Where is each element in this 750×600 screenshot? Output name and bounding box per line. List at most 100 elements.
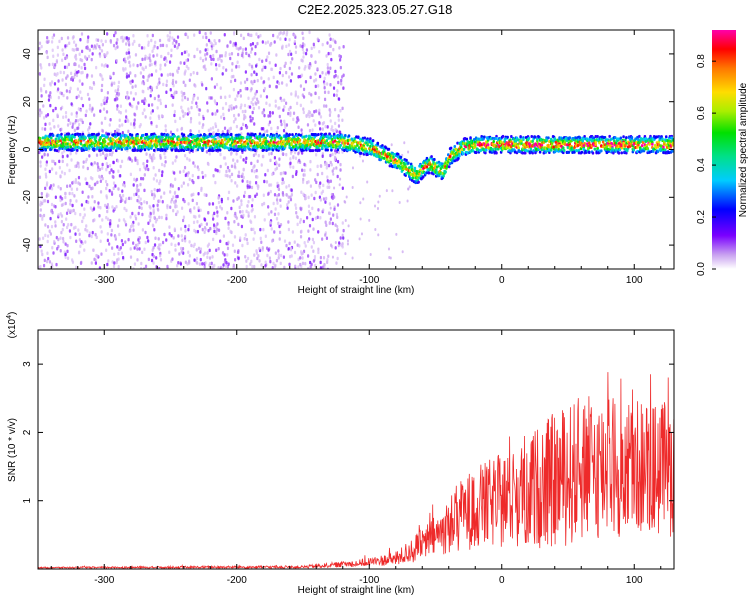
noise-point [219, 152, 222, 157]
noise-point [179, 227, 183, 231]
noise-point [169, 130, 173, 135]
noise-point [326, 70, 330, 74]
noise-point [193, 242, 196, 247]
band-point [364, 141, 367, 145]
noise-point [289, 113, 292, 117]
noise-point [329, 206, 332, 210]
band-point [227, 135, 230, 139]
noise-point [332, 38, 335, 42]
noise-point [227, 240, 230, 245]
noise-point [215, 82, 219, 87]
noise-point [308, 30, 311, 35]
noise-point [257, 35, 260, 39]
noise-point [89, 122, 92, 126]
noise-point [270, 67, 273, 72]
noise-point [141, 250, 144, 255]
noise-point [155, 69, 158, 73]
noise-point [46, 251, 49, 256]
band-point [217, 148, 220, 152]
noise-point [217, 246, 220, 251]
noise-point [261, 59, 264, 63]
noise-point [183, 165, 187, 170]
noise-point [128, 60, 131, 65]
noise-point [47, 193, 50, 197]
noise-point [236, 197, 239, 201]
noise-point [67, 222, 70, 227]
noise-point [255, 97, 259, 101]
noise-point [134, 92, 137, 96]
noise-point [72, 35, 75, 39]
noise-point [293, 240, 296, 244]
noise-point [78, 52, 81, 56]
noise-point [143, 247, 146, 251]
noise-point [236, 159, 239, 163]
noise-point [279, 37, 282, 41]
noise-point [351, 256, 354, 260]
noise-point [291, 57, 294, 61]
noise-point [255, 168, 258, 173]
noise-point [271, 239, 274, 243]
noise-point [65, 55, 69, 60]
band-point [527, 136, 531, 140]
noise-point [175, 155, 178, 159]
noise-point [39, 208, 42, 212]
noise-point [45, 160, 48, 164]
band-point [453, 145, 457, 149]
noise-point [315, 109, 318, 113]
noise-point [121, 189, 124, 193]
band-point [465, 137, 469, 141]
noise-point [274, 207, 277, 211]
noise-point [247, 200, 250, 204]
noise-point [207, 38, 211, 43]
band-point [148, 135, 151, 139]
noise-point [66, 184, 69, 189]
noise-point [131, 42, 134, 46]
noise-point [242, 36, 245, 41]
noise-point [185, 58, 188, 63]
noise-point [207, 162, 210, 167]
noise-point [129, 91, 133, 95]
noise-point [100, 74, 103, 78]
noise-point [99, 206, 102, 210]
noise-point [281, 152, 284, 156]
noise-point [125, 208, 128, 213]
noise-point [254, 152, 257, 156]
noise-point [321, 171, 324, 176]
noise-point [347, 224, 350, 228]
noise-point [157, 98, 160, 102]
noise-point [267, 212, 270, 216]
noise-point [38, 113, 42, 118]
noise-point [117, 84, 120, 89]
noise-point [241, 109, 244, 114]
noise-point [339, 65, 342, 70]
noise-point [112, 264, 116, 269]
noise-point [119, 164, 122, 169]
noise-point [201, 175, 205, 179]
band-point [123, 143, 126, 147]
noise-point [317, 96, 321, 100]
noise-point [269, 43, 272, 47]
noise-point [108, 123, 111, 127]
noise-point [136, 184, 139, 188]
noise-point [314, 190, 317, 195]
noise-point [45, 51, 48, 55]
noise-point [169, 87, 172, 92]
noise-point [38, 72, 41, 76]
noise-point [305, 216, 309, 220]
noise-point [178, 170, 182, 174]
noise-point [250, 161, 253, 166]
noise-point [74, 225, 77, 230]
noise-point [249, 50, 253, 54]
noise-point [323, 97, 327, 102]
noise-point [219, 95, 223, 100]
noise-point [302, 51, 305, 55]
noise-point [250, 259, 253, 264]
noise-point [290, 192, 294, 197]
noise-point [91, 107, 94, 111]
noise-point [210, 77, 213, 81]
noise-point [134, 217, 138, 221]
noise-point [307, 229, 310, 233]
noise-point [338, 54, 341, 58]
noise-point [317, 250, 320, 255]
noise-point [67, 208, 70, 213]
